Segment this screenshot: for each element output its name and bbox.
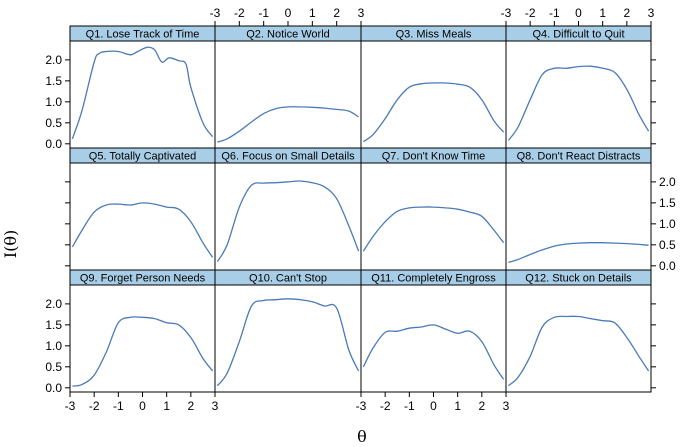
y-tick-label: 2.0 <box>45 297 62 311</box>
info-curve <box>363 82 505 143</box>
x-tick-label: -2 <box>380 399 391 413</box>
panel-title: Q6. Focus on Small Details <box>221 151 355 163</box>
x-axis-title: θ <box>357 427 367 446</box>
panel-5: Q5. Totally Captivated <box>69 147 216 271</box>
panel-title: Q3. Miss Meals <box>396 29 472 41</box>
panel-7: Q7. Don't Know Time <box>360 147 507 271</box>
panel-grid: Q1. Lose Track of Time Q2. Notice World Q3… <box>45 6 676 413</box>
panel-title: Q4. Difficult to Quit <box>532 29 624 41</box>
panel-1: Q1. Lose Track of Time <box>69 25 216 149</box>
panel-frame <box>360 284 507 393</box>
info-curve <box>71 46 214 140</box>
panel-frame <box>505 284 652 393</box>
x-tick-label: 1 <box>599 6 606 20</box>
panel-title: Q12. Stuck on Details <box>525 273 632 285</box>
x-tick-label: 3 <box>648 6 655 20</box>
panel-frame <box>69 162 216 271</box>
y-tick-label: 2.0 <box>659 175 676 189</box>
info-curve <box>216 298 360 387</box>
panel-frame <box>505 162 652 271</box>
x-tick-label: -2 <box>525 6 536 20</box>
y-tick-label: 1.0 <box>45 95 62 109</box>
panel-title: Q11. Completely Engross <box>371 273 496 285</box>
panel-title: Q5. Totally Captivated <box>89 151 196 163</box>
x-tick-label: 0 <box>139 399 146 413</box>
info-curve <box>362 324 505 380</box>
x-tick-label: 2 <box>623 6 630 20</box>
panel-title: Q9. Forget Person Needs <box>80 273 206 285</box>
x-tick-label: 1 <box>163 399 170 413</box>
x-tick-label: -3 <box>65 399 76 413</box>
panel-frame <box>214 162 362 271</box>
y-tick-label: 1.0 <box>659 217 676 231</box>
x-tick-label: -1 <box>258 6 269 20</box>
panel-10: Q10. Can't Stop <box>214 269 362 393</box>
x-tick-label: 0 <box>575 6 582 20</box>
y-tick-label: 0.5 <box>659 238 676 252</box>
panel-11: Q11. Completely Engross <box>360 269 507 393</box>
y-tick-label: 2.0 <box>45 53 62 67</box>
x-tick-label: 3 <box>358 6 365 20</box>
y-tick-label: 0.5 <box>45 360 62 374</box>
y-tick-label: 0.0 <box>45 381 62 395</box>
panel-title: Q10. Can't Stop <box>249 273 327 285</box>
panel-8: Q8. Don't React Distracts <box>505 147 652 271</box>
info-curve <box>508 242 649 264</box>
x-tick-label: 1 <box>454 399 461 413</box>
panel-4: Q4. Difficult to Quit <box>505 25 652 149</box>
panel-frame <box>69 284 216 393</box>
panel-title: Q1. Lose Track of Time <box>86 29 200 41</box>
x-tick-label: -2 <box>89 399 100 413</box>
info-curve <box>216 180 360 262</box>
y-tick-label: 1.5 <box>45 318 62 332</box>
x-tick-label: -1 <box>113 399 124 413</box>
panel-3: Q3. Miss Meals <box>360 25 507 149</box>
x-tick-label: -1 <box>549 6 560 20</box>
x-tick-label: -2 <box>234 6 245 20</box>
panel-2: Q2. Notice World <box>214 25 362 149</box>
info-curve <box>507 315 650 387</box>
panel-title: Q2. Notice World <box>246 29 330 41</box>
x-tick-label: 2 <box>187 399 194 413</box>
y-tick-label: 0.0 <box>659 259 676 273</box>
panel-6: Q6. Focus on Small Details <box>214 147 362 271</box>
info-curve <box>507 65 650 141</box>
panel-title: Q8. Don't React Distracts <box>517 151 641 163</box>
x-tick-label: 3 <box>212 399 219 413</box>
x-tick-label: 2 <box>333 6 340 20</box>
y-tick-label: 1.0 <box>45 339 62 353</box>
panel-frame <box>214 284 362 393</box>
panel-9: Q9. Forget Person Needs <box>69 269 216 393</box>
x-tick-label: -3 <box>501 6 512 20</box>
x-tick-label: 2 <box>478 399 485 413</box>
info-curve <box>217 106 359 143</box>
x-tick-label: 3 <box>503 399 510 413</box>
x-tick-label: -3 <box>210 6 221 20</box>
x-tick-label: -3 <box>356 399 367 413</box>
x-tick-label: -1 <box>404 399 415 413</box>
y-tick-label: 0.5 <box>45 116 62 130</box>
info-curve <box>72 316 214 387</box>
info-curve <box>71 202 214 258</box>
panel-frame <box>214 40 362 149</box>
y-tick-label: 1.5 <box>659 196 676 210</box>
x-tick-label: 1 <box>309 6 316 20</box>
panel-frame <box>360 162 507 271</box>
x-tick-label: 0 <box>430 399 437 413</box>
info-curve <box>362 206 505 252</box>
y-tick-label: 0.0 <box>45 137 62 151</box>
panel-frame <box>360 40 507 149</box>
panel-title: Q7. Don't Know Time <box>382 151 486 163</box>
x-tick-label: 0 <box>285 6 292 20</box>
y-tick-label: 1.5 <box>45 74 62 88</box>
y-axis-title: I(θ) <box>1 230 20 258</box>
panel-12: Q12. Stuck on Details <box>505 269 652 393</box>
